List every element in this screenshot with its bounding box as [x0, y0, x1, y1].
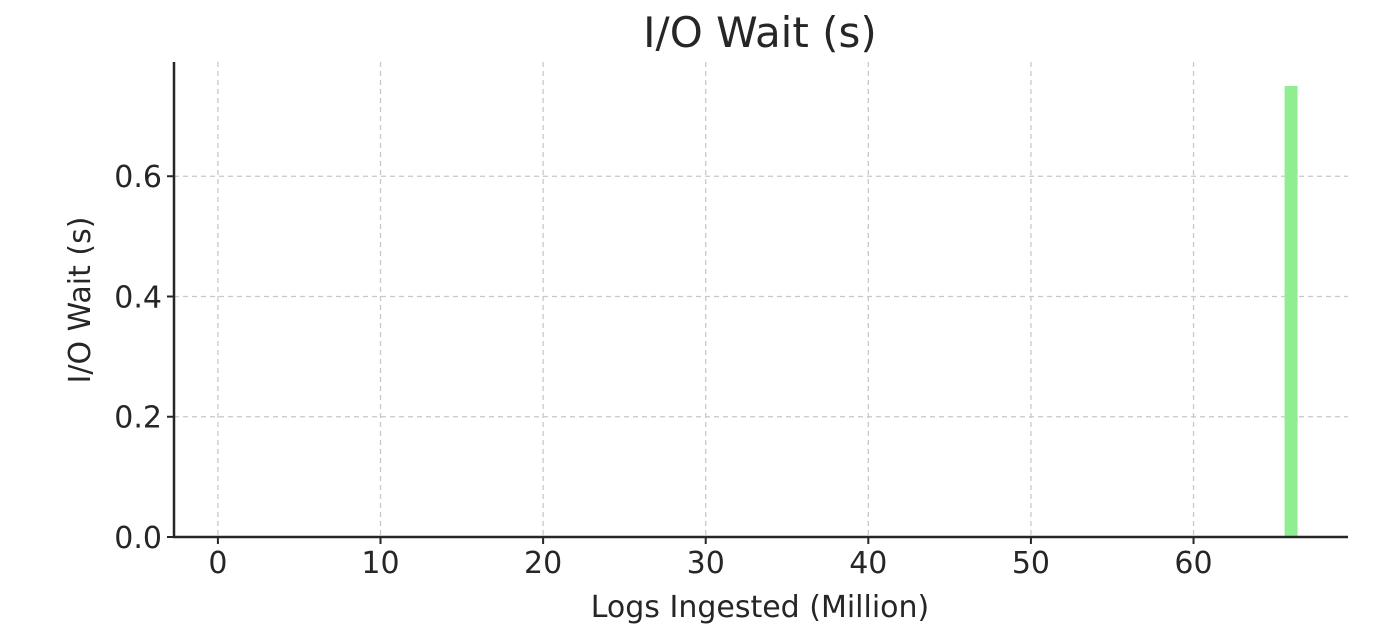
y-axis-label: I/O Wait (s) [63, 217, 98, 384]
chart-title: I/O Wait (s) [643, 8, 877, 57]
y-tick-label: 0.2 [114, 401, 162, 436]
y-tick-label: 0.6 [114, 160, 162, 195]
x-tick-label: 40 [849, 546, 887, 581]
bars [1284, 86, 1298, 538]
y-tick-label: 0.0 [114, 521, 162, 556]
bar [1284, 86, 1298, 538]
x-tick-label: 50 [1012, 546, 1050, 581]
grid [174, 62, 1348, 537]
y-tick-label: 0.4 [114, 280, 162, 315]
x-tick-label: 60 [1174, 546, 1212, 581]
x-axis-label: Logs Ingested (Million) [591, 590, 930, 625]
ticks: 0 10 20 30 40 50 60 0.0 0.2 0.4 0.6 [114, 160, 1212, 581]
x-tick-label: 20 [524, 546, 562, 581]
x-tick-label: 30 [687, 546, 725, 581]
x-tick-label: 0 [208, 546, 227, 581]
axes [172, 62, 1348, 539]
x-tick-label: 10 [361, 546, 399, 581]
